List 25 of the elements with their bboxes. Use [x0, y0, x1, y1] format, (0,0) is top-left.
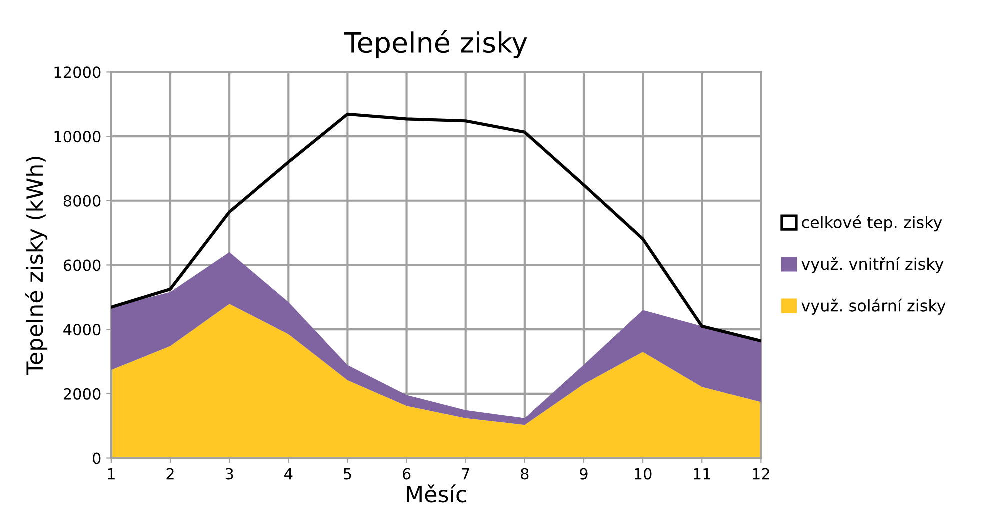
x-tick-label: 5	[344, 468, 352, 480]
y-tick-label: 8000	[64, 195, 101, 207]
y-tick-label: 6000	[64, 260, 101, 272]
y-tick-label: 10000	[54, 131, 101, 143]
x-axis-title: Měsíc	[407, 484, 466, 503]
x-tick-label: 10	[635, 468, 652, 480]
legend-label: využ. vnitřní zisky	[802, 257, 944, 274]
chart-title: Tepelné zisky	[344, 30, 528, 59]
x-tick-label: 4	[284, 468, 293, 480]
y-tick-label: 12000	[54, 66, 101, 78]
x-tick-label: 3	[226, 468, 234, 480]
y-axis-title: Tepelné zisky (kWh)	[25, 157, 48, 376]
y-tick-label: 0	[93, 452, 101, 464]
legend-label: využ. solární zisky	[802, 298, 946, 315]
y-tick-label: 4000	[64, 324, 101, 336]
legend-label: celkové tep. zisky	[802, 216, 942, 232]
x-tick-label: 7	[462, 468, 470, 480]
x-tick-label: 6	[402, 468, 411, 480]
x-tick-label: 12	[753, 468, 770, 480]
x-tick-label: 1	[108, 468, 115, 480]
x-tick-label: 2	[166, 468, 174, 480]
x-tick-label: 11	[694, 468, 710, 480]
x-tick-label: 8	[521, 468, 529, 480]
y-tick-label: 2000	[64, 388, 101, 400]
x-tick-label: 9	[580, 468, 588, 480]
